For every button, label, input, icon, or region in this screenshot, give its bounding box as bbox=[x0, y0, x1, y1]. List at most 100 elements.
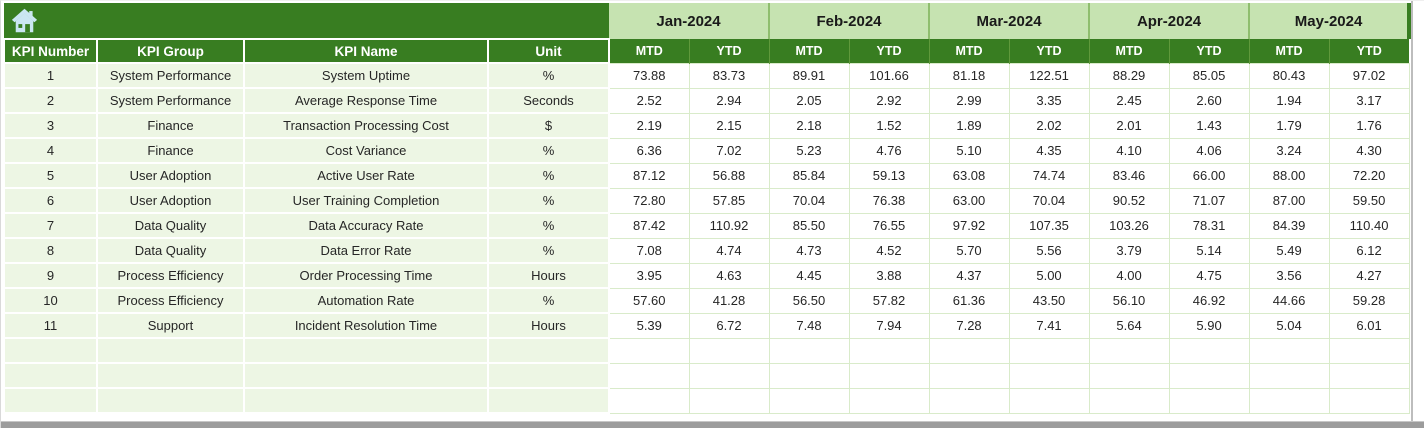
kpi-value-cell[interactable]: 87.42 bbox=[608, 212, 690, 239]
kpi-value-cell[interactable]: 88.00 bbox=[1248, 162, 1330, 189]
kpi-number-cell[interactable]: 7 bbox=[3, 212, 98, 239]
kpi-value-cell[interactable]: 97.92 bbox=[928, 212, 1010, 239]
kpi-value-cell[interactable]: 110.92 bbox=[688, 212, 770, 239]
empty-value-cell[interactable] bbox=[848, 362, 930, 389]
kpi-value-cell[interactable]: 2.01 bbox=[1088, 112, 1170, 139]
kpi-value-cell[interactable]: 2.02 bbox=[1008, 112, 1090, 139]
kpi-value-cell[interactable]: 63.08 bbox=[928, 162, 1010, 189]
kpi-value-cell[interactable]: 6.72 bbox=[688, 312, 770, 339]
kpi-value-cell[interactable]: 5.10 bbox=[928, 137, 1010, 164]
empty-value-cell[interactable] bbox=[1328, 387, 1410, 414]
empty-value-cell[interactable] bbox=[768, 387, 850, 414]
kpi-value-cell[interactable]: 4.30 bbox=[1328, 137, 1410, 164]
kpi-value-cell[interactable]: 3.35 bbox=[1008, 87, 1090, 114]
kpi-value-cell[interactable]: 1.52 bbox=[848, 112, 930, 139]
kpi-value-cell[interactable]: 63.00 bbox=[928, 187, 1010, 214]
kpi-value-cell[interactable]: 1.76 bbox=[1328, 112, 1410, 139]
kpi-value-cell[interactable]: 5.70 bbox=[928, 237, 1010, 264]
kpi-value-cell[interactable]: 76.38 bbox=[848, 187, 930, 214]
kpi-value-cell[interactable]: 80.43 bbox=[1248, 62, 1330, 89]
kpi-value-cell[interactable]: 57.85 bbox=[688, 187, 770, 214]
kpi-value-cell[interactable]: 5.56 bbox=[1008, 237, 1090, 264]
month-header-feb-2024[interactable]: Feb-2024 bbox=[767, 3, 930, 39]
column-header-kpi-number[interactable]: KPI Number bbox=[3, 38, 98, 64]
kpi-value-cell[interactable]: 1.89 bbox=[928, 112, 1010, 139]
kpi-unit-cell[interactable]: % bbox=[487, 212, 610, 239]
kpi-value-cell[interactable]: 43.50 bbox=[1008, 287, 1090, 314]
kpi-value-cell[interactable]: 4.63 bbox=[688, 262, 770, 289]
empty-value-cell[interactable] bbox=[1168, 362, 1250, 389]
empty-info-cell[interactable] bbox=[487, 337, 610, 364]
kpi-group-cell[interactable]: Data Quality bbox=[96, 212, 245, 239]
kpi-value-cell[interactable]: 88.29 bbox=[1088, 62, 1170, 89]
period-header-may-2024-mtd[interactable]: MTD bbox=[1248, 39, 1330, 63]
month-header-may-2024[interactable]: May-2024 bbox=[1248, 3, 1412, 39]
period-header-jan-2024-ytd[interactable]: YTD bbox=[688, 39, 769, 63]
kpi-value-cell[interactable]: 4.06 bbox=[1168, 137, 1250, 164]
kpi-value-cell[interactable]: 44.66 bbox=[1248, 287, 1330, 314]
kpi-value-cell[interactable]: 107.35 bbox=[1008, 212, 1090, 239]
period-header-feb-2024-mtd[interactable]: MTD bbox=[768, 39, 849, 63]
kpi-value-cell[interactable]: 5.49 bbox=[1248, 237, 1330, 264]
period-header-mar-2024-mtd[interactable]: MTD bbox=[928, 39, 1010, 63]
empty-value-cell[interactable] bbox=[688, 337, 770, 364]
empty-value-cell[interactable] bbox=[1248, 387, 1330, 414]
empty-value-cell[interactable] bbox=[1008, 387, 1090, 414]
empty-value-cell[interactable] bbox=[1248, 362, 1330, 389]
empty-info-cell[interactable] bbox=[487, 362, 610, 389]
kpi-group-cell[interactable]: Finance bbox=[96, 137, 245, 164]
kpi-value-cell[interactable]: 7.08 bbox=[608, 237, 690, 264]
kpi-value-cell[interactable]: 2.92 bbox=[848, 87, 930, 114]
kpi-name-cell[interactable]: Cost Variance bbox=[243, 137, 489, 164]
kpi-value-cell[interactable]: 1.79 bbox=[1248, 112, 1330, 139]
kpi-value-cell[interactable]: 5.64 bbox=[1088, 312, 1170, 339]
kpi-value-cell[interactable]: 2.45 bbox=[1088, 87, 1170, 114]
kpi-value-cell[interactable]: 5.14 bbox=[1168, 237, 1250, 264]
kpi-value-cell[interactable]: 89.91 bbox=[768, 62, 850, 89]
empty-info-cell[interactable] bbox=[96, 362, 245, 389]
kpi-value-cell[interactable]: 57.60 bbox=[608, 287, 690, 314]
empty-value-cell[interactable] bbox=[928, 362, 1010, 389]
kpi-group-cell[interactable]: System Performance bbox=[96, 62, 245, 89]
kpi-value-cell[interactable]: 2.94 bbox=[688, 87, 770, 114]
kpi-value-cell[interactable]: 101.66 bbox=[848, 62, 930, 89]
month-header-apr-2024[interactable]: Apr-2024 bbox=[1088, 3, 1250, 39]
kpi-number-cell[interactable]: 4 bbox=[3, 137, 98, 164]
kpi-value-cell[interactable]: 4.10 bbox=[1088, 137, 1170, 164]
period-header-apr-2024-mtd[interactable]: MTD bbox=[1088, 39, 1170, 63]
kpi-group-cell[interactable]: User Adoption bbox=[96, 162, 245, 189]
kpi-number-cell[interactable]: 10 bbox=[3, 287, 98, 314]
kpi-value-cell[interactable]: 72.80 bbox=[608, 187, 690, 214]
kpi-value-cell[interactable]: 81.18 bbox=[928, 62, 1010, 89]
kpi-value-cell[interactable]: 6.12 bbox=[1328, 237, 1410, 264]
empty-value-cell[interactable] bbox=[1088, 362, 1170, 389]
kpi-unit-cell[interactable]: % bbox=[487, 187, 610, 214]
kpi-value-cell[interactable]: 56.88 bbox=[688, 162, 770, 189]
kpi-value-cell[interactable]: 2.99 bbox=[928, 87, 1010, 114]
empty-value-cell[interactable] bbox=[848, 387, 930, 414]
kpi-value-cell[interactable]: 3.79 bbox=[1088, 237, 1170, 264]
empty-info-cell[interactable] bbox=[3, 387, 98, 414]
kpi-value-cell[interactable]: 73.88 bbox=[608, 62, 690, 89]
kpi-name-cell[interactable]: System Uptime bbox=[243, 62, 489, 89]
empty-value-cell[interactable] bbox=[1168, 387, 1250, 414]
kpi-number-cell[interactable]: 5 bbox=[3, 162, 98, 189]
kpi-unit-cell[interactable]: % bbox=[487, 162, 610, 189]
empty-value-cell[interactable] bbox=[688, 387, 770, 414]
kpi-value-cell[interactable]: 70.04 bbox=[1008, 187, 1090, 214]
kpi-value-cell[interactable]: 4.00 bbox=[1088, 262, 1170, 289]
kpi-unit-cell[interactable]: % bbox=[487, 62, 610, 89]
empty-info-cell[interactable] bbox=[3, 337, 98, 364]
empty-info-cell[interactable] bbox=[487, 387, 610, 414]
home-icon[interactable] bbox=[11, 7, 609, 34]
kpi-value-cell[interactable]: 2.18 bbox=[768, 112, 850, 139]
kpi-value-cell[interactable]: 59.28 bbox=[1328, 287, 1410, 314]
kpi-value-cell[interactable]: 2.05 bbox=[768, 87, 850, 114]
kpi-name-cell[interactable]: Data Accuracy Rate bbox=[243, 212, 489, 239]
kpi-value-cell[interactable]: 7.28 bbox=[928, 312, 1010, 339]
empty-info-cell[interactable] bbox=[243, 387, 489, 414]
month-header-jan-2024[interactable]: Jan-2024 bbox=[609, 3, 769, 39]
kpi-number-cell[interactable]: 1 bbox=[3, 62, 98, 89]
kpi-group-cell[interactable]: System Performance bbox=[96, 87, 245, 114]
kpi-unit-cell[interactable]: % bbox=[487, 287, 610, 314]
